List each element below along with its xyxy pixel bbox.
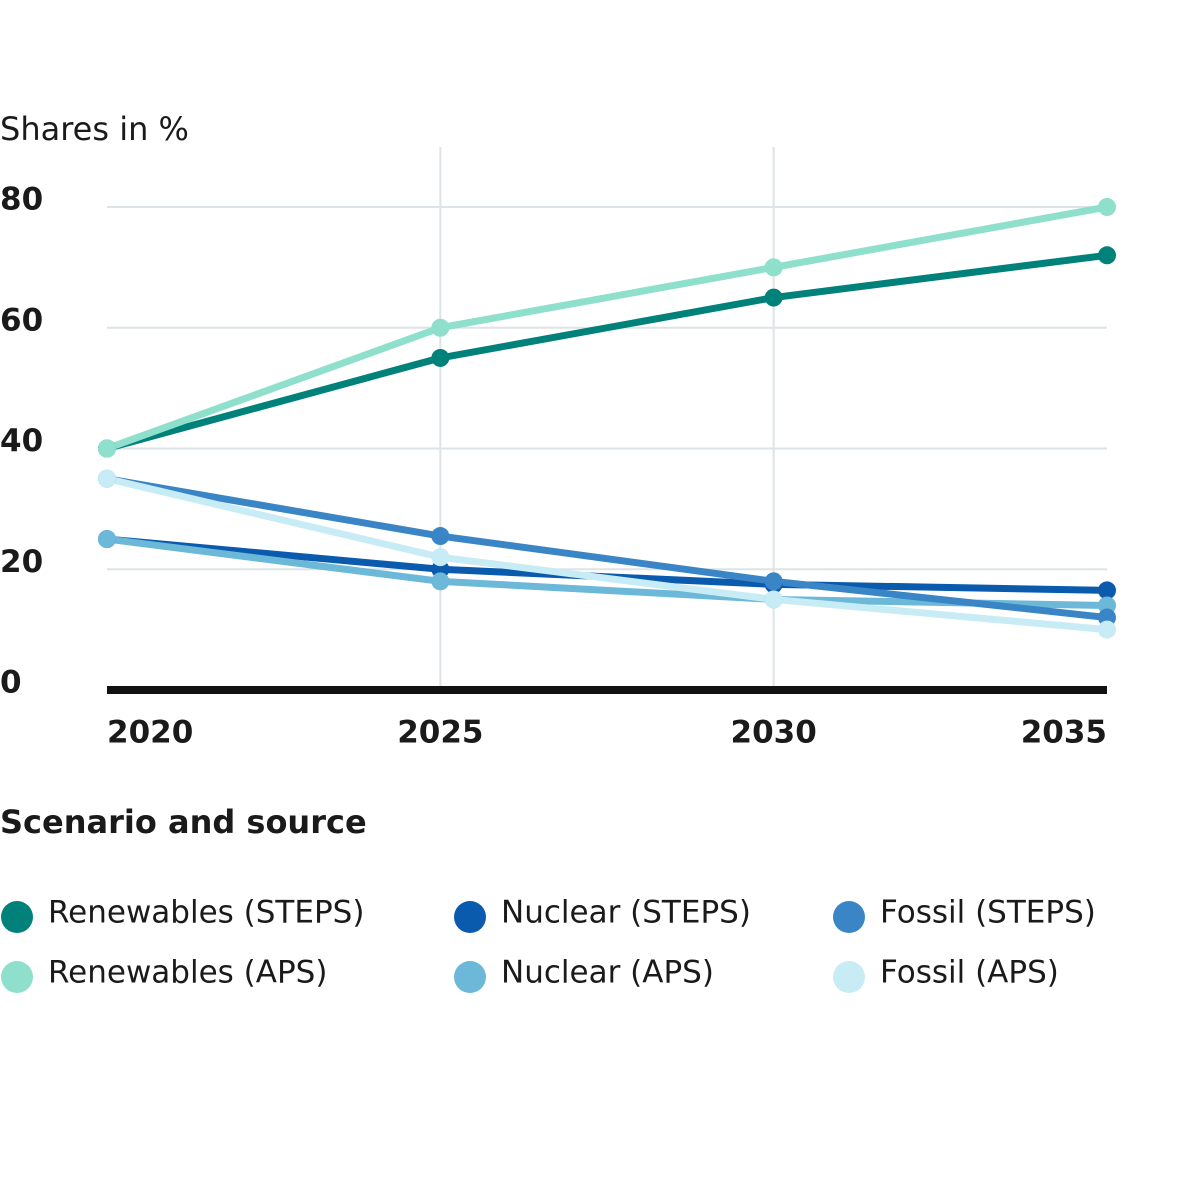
y-tick-label: 20: [0, 544, 43, 580]
series-line: [106, 535, 1108, 609]
data-point: [98, 439, 116, 458]
legend-marker: [1, 901, 33, 933]
series-line: [106, 535, 1108, 594]
x-tick-label: 2020: [107, 715, 193, 751]
legend-marker: [833, 901, 865, 933]
data-point: [1098, 246, 1116, 265]
data-point: [1098, 198, 1116, 216]
legend-marker: [1, 961, 33, 993]
data-point: [1098, 581, 1116, 600]
x-tick-label: 2035: [1021, 715, 1107, 751]
data-point: [764, 288, 783, 307]
legend-label: Renewables (STEPS): [48, 895, 364, 931]
data-point: [1098, 620, 1116, 639]
legend-label: Renewables (APS): [48, 955, 327, 991]
legend-title: Scenario and source: [0, 803, 367, 841]
data-point: [431, 572, 450, 591]
data-point: [431, 548, 450, 567]
y-tick-label: 0: [0, 665, 22, 701]
data-point: [98, 469, 116, 488]
legend-label: Fossil (APS): [880, 955, 1059, 991]
legend-marker: [454, 961, 486, 993]
data-point: [431, 527, 450, 546]
data-point: [764, 258, 783, 277]
series-line: [105, 203, 1108, 452]
data-point: [764, 572, 783, 591]
y-axis-label: Shares in %: [0, 110, 189, 148]
series-line: [106, 251, 1108, 452]
legend-label: Nuclear (STEPS): [501, 895, 751, 931]
data-point: [98, 530, 116, 549]
legend-marker: [454, 901, 486, 933]
data-point: [764, 590, 783, 609]
data-point: [431, 318, 450, 337]
x-tick-label: 2030: [731, 715, 817, 751]
legend-label: Nuclear (APS): [501, 955, 714, 991]
y-tick-label: 40: [0, 423, 43, 459]
y-tick-label: 60: [0, 302, 43, 338]
y-tick-label: 80: [0, 182, 43, 218]
series-line: [106, 475, 1108, 622]
series-line: [106, 475, 1108, 634]
data-point: [431, 348, 450, 367]
x-tick-label: 2025: [397, 715, 483, 751]
legend-marker: [833, 961, 865, 993]
legend-label: Fossil (STEPS): [880, 895, 1096, 931]
